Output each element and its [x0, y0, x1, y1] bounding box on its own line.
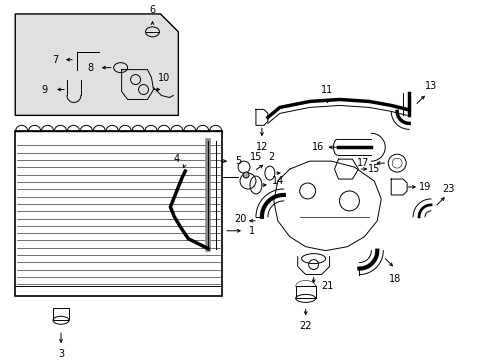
- Text: 18: 18: [388, 274, 401, 284]
- Text: 9: 9: [41, 85, 47, 95]
- Text: 17: 17: [356, 158, 369, 168]
- Bar: [53, 309, 69, 320]
- Text: 12: 12: [255, 142, 267, 152]
- Text: 19: 19: [418, 182, 430, 192]
- Text: 5: 5: [234, 156, 241, 166]
- Text: 2: 2: [268, 152, 274, 162]
- Text: 3: 3: [58, 349, 64, 359]
- Text: 16: 16: [311, 142, 323, 152]
- Text: 6: 6: [149, 5, 155, 15]
- Bar: [15, 131, 222, 296]
- Text: 22: 22: [299, 321, 311, 331]
- Text: 21: 21: [321, 282, 333, 292]
- Polygon shape: [15, 14, 178, 116]
- Text: 13: 13: [424, 81, 436, 91]
- Text: 4: 4: [173, 154, 179, 164]
- Text: 11: 11: [321, 85, 333, 95]
- Text: 20: 20: [233, 214, 245, 224]
- Text: 7: 7: [52, 55, 58, 65]
- Circle shape: [243, 172, 248, 178]
- Text: 10: 10: [158, 73, 170, 82]
- Bar: [295, 287, 315, 298]
- Text: 15: 15: [249, 152, 262, 162]
- Text: 23: 23: [442, 184, 454, 194]
- Polygon shape: [273, 161, 381, 251]
- Text: 8: 8: [87, 63, 94, 73]
- Text: 1: 1: [248, 226, 255, 236]
- Text: 14: 14: [271, 176, 284, 186]
- Text: 15: 15: [367, 164, 380, 174]
